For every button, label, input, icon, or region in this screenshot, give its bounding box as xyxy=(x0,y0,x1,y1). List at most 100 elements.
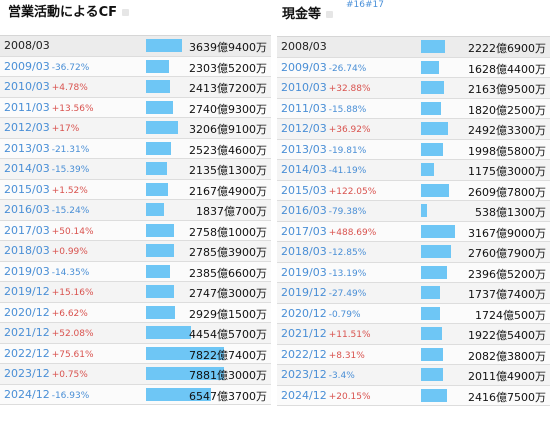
period-link[interactable]: 2024/12 -16.93% xyxy=(4,388,89,401)
tag-link[interactable]: #16#17 xyxy=(346,0,384,10)
period-link[interactable]: 2021/12 +11.51% xyxy=(281,327,371,340)
value-bar xyxy=(421,245,451,258)
period-label: 2020/12 xyxy=(281,306,327,320)
table-row: 2016/03 -15.24% 1837億700万 xyxy=(0,200,271,221)
value-bar xyxy=(421,142,443,156)
table-row: 2019/12 -27.49% 1737億7400万 xyxy=(277,283,550,304)
amount-value: 3639億9400万 xyxy=(189,41,267,54)
period-label: 2012/03 xyxy=(281,122,327,135)
value-bar xyxy=(146,326,191,339)
amount-value: 2609億7800万 xyxy=(468,185,546,199)
value-bar xyxy=(146,100,174,114)
change-rate: -21.31% xyxy=(51,144,90,155)
period-link[interactable]: 2017/03 +488.69% xyxy=(281,225,376,238)
period-label: 2015/03 xyxy=(4,182,50,196)
amount-value: 2396億5200万 xyxy=(468,267,546,281)
value-bar xyxy=(421,204,427,217)
period-label: 2009/03 xyxy=(281,60,327,74)
amount-value: 2929億1500万 xyxy=(189,307,267,321)
change-rate: -12.85% xyxy=(328,248,367,258)
value-bar xyxy=(421,265,447,279)
period-link[interactable]: 2019/03 -13.19% xyxy=(281,266,366,279)
period-link[interactable]: 2024/12 +20.15% xyxy=(281,389,371,402)
period-link[interactable]: 2018/03 +0.99% xyxy=(4,244,88,257)
period-label: 2021/12 xyxy=(281,327,327,340)
period-link[interactable]: 2020/12 -0.79% xyxy=(281,307,361,320)
period-label: 2014/03 xyxy=(4,162,50,175)
period-link[interactable]: 2010/03 +4.78% xyxy=(4,80,88,93)
small-square-icon[interactable] xyxy=(326,11,334,18)
period-label: 2024/12 xyxy=(4,387,50,401)
period-link[interactable]: 2012/03 +36.92% xyxy=(281,122,371,135)
period-link[interactable]: 2019/12 -27.49% xyxy=(281,286,366,299)
period-label: 2013/03 xyxy=(281,142,327,156)
value-bar xyxy=(146,367,224,380)
period-link[interactable]: 2013/03 -19.81% xyxy=(281,143,366,156)
value-bar xyxy=(421,163,434,176)
period-label: 2019/03 xyxy=(4,264,50,278)
table-row: 2021/12 +11.51% 1922億5400万 xyxy=(277,324,550,345)
period-link[interactable]: 2023/12 +0.75% xyxy=(4,367,88,380)
amount-value: 2167億4900万 xyxy=(189,184,267,198)
period-link[interactable]: 2012/03 +17% xyxy=(4,121,79,134)
change-rate: -15.88% xyxy=(328,104,367,115)
period-label: 2008/03 xyxy=(4,39,50,52)
change-rate: -41.19% xyxy=(328,166,367,176)
period-link[interactable]: 2022/12 +75.61% xyxy=(4,347,94,360)
change-rate: -79.38% xyxy=(328,207,367,217)
period-link[interactable]: 2020/12 +6.62% xyxy=(4,306,88,319)
period-link[interactable]: 2017/03 +50.14% xyxy=(4,224,94,237)
period-link[interactable]: 2021/12 +52.08% xyxy=(4,326,94,339)
operating-cf-panel: 営業活動によるCF 2008/03 3639億9400万 2009/03 -36.72… xyxy=(0,0,271,405)
table-row: 2015/03 +1.52% 2167億4900万 xyxy=(0,179,271,200)
change-rate: +4.78% xyxy=(51,83,88,93)
period-link[interactable]: 2009/03 -36.72% xyxy=(4,60,89,73)
period-link[interactable]: 2019/03 -14.35% xyxy=(4,265,89,278)
change-rate: -14.35% xyxy=(51,267,90,278)
change-rate: -16.93% xyxy=(51,390,90,401)
period-link[interactable]: 2011/03 +13.56% xyxy=(4,101,94,114)
change-rate: +52.08% xyxy=(51,329,94,339)
value-bar xyxy=(421,347,444,361)
period-link[interactable]: 2014/03 -41.19% xyxy=(281,163,366,176)
change-rate: +6.62% xyxy=(51,308,88,319)
small-square-icon[interactable] xyxy=(122,9,130,16)
period-link[interactable]: 2011/03 -15.88% xyxy=(281,102,366,115)
value-bar xyxy=(421,183,449,197)
table-row: 2010/03 +4.78% 2413億7200万 xyxy=(0,77,271,98)
value-bar xyxy=(146,203,165,216)
period-label: 2016/03 xyxy=(4,203,50,216)
value-bar xyxy=(146,285,174,298)
period-link[interactable]: 2013/03 -21.31% xyxy=(4,142,89,155)
period-label: 2012/03 xyxy=(4,121,50,134)
change-rate: -19.81% xyxy=(328,145,367,156)
period-label: 2022/12 xyxy=(281,347,327,361)
period-link[interactable]: 2015/03 +1.52% xyxy=(4,183,88,196)
period-label: 2020/12 xyxy=(4,305,50,319)
amount-value: 2760億7900万 xyxy=(468,247,546,260)
change-rate: +0.99% xyxy=(51,247,88,257)
period-link[interactable]: 2010/03 +32.88% xyxy=(281,81,371,94)
period-link[interactable]: 2016/03 -15.24% xyxy=(4,203,89,216)
period-link[interactable]: 2018/03 -12.85% xyxy=(281,245,366,258)
value-bar xyxy=(421,388,447,402)
period-link[interactable]: 2019/12 +15.16% xyxy=(4,285,94,298)
period-link[interactable]: 2014/03 -15.39% xyxy=(4,162,89,175)
cash-panel: 現金等 #16#17 2008/03 2222億6900万 2009/03 -26.7… xyxy=(276,0,550,406)
period-link[interactable]: 2009/03 -26.74% xyxy=(281,61,366,74)
amount-value: 1922億5400万 xyxy=(468,329,546,342)
value-bar xyxy=(146,39,183,52)
period-link[interactable]: 2016/03 -79.38% xyxy=(281,204,366,217)
change-rate: -15.24% xyxy=(51,206,90,216)
table-row: 2012/03 +17% 3206億9100万 xyxy=(0,118,271,139)
amount-value: 1175億3000万 xyxy=(468,165,546,178)
period-link[interactable]: 2015/03 +122.05% xyxy=(281,184,376,197)
table-row: 2014/03 -41.19% 1175億3000万 xyxy=(277,160,550,181)
period-label: 2018/03 xyxy=(281,245,327,258)
amount-value: 2135億1300万 xyxy=(189,164,267,177)
period-link[interactable]: 2023/12 -3.4% xyxy=(281,368,355,381)
period-link[interactable]: 2022/12 +8.31% xyxy=(281,348,365,361)
period-label: 2018/03 xyxy=(4,244,50,257)
amount-value: 2785億3900万 xyxy=(189,246,267,259)
amount-value: 1820億2500万 xyxy=(468,103,546,117)
